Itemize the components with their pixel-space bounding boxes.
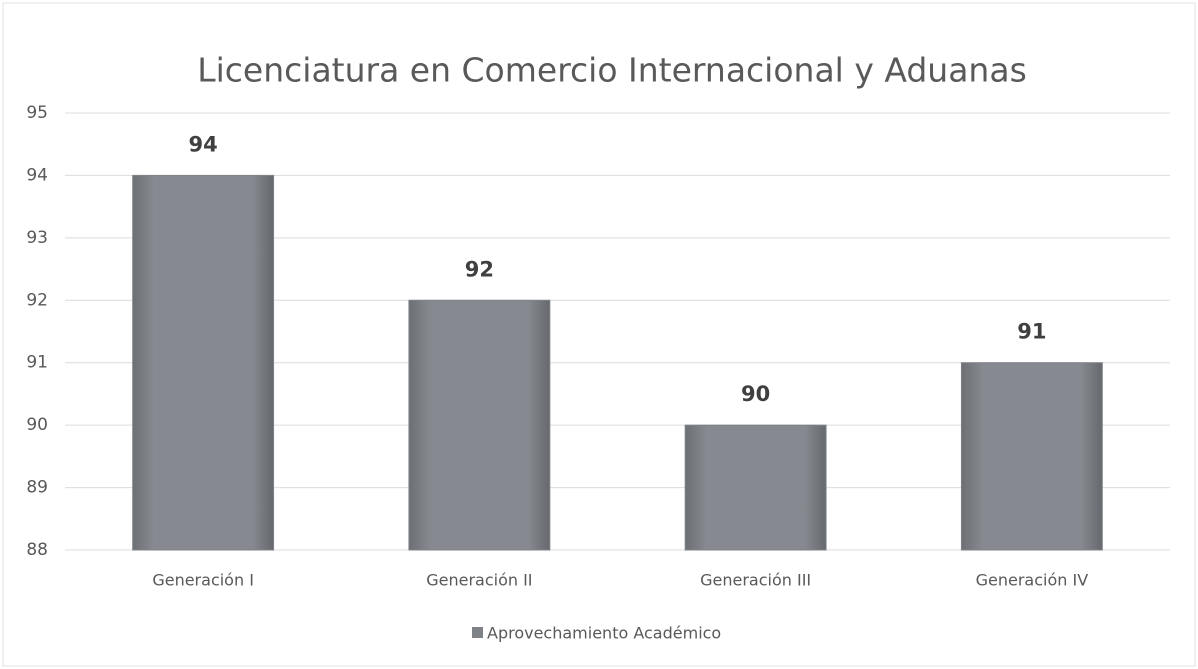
bar xyxy=(960,362,1103,551)
x-tick-label: Generación I xyxy=(152,571,254,590)
y-tick-label: 92 xyxy=(26,290,48,310)
y-tick-label: 88 xyxy=(26,540,48,560)
x-tick-label: Generación III xyxy=(700,571,811,590)
bar xyxy=(684,424,827,551)
y-tick-label: 95 xyxy=(26,103,48,123)
x-tick-label: Generación IV xyxy=(976,571,1089,590)
chart-title: Licenciatura en Comercio Internacional y… xyxy=(197,51,1027,90)
data-label: 94 xyxy=(189,132,218,156)
data-label: 90 xyxy=(741,382,770,406)
bar xyxy=(132,174,275,551)
y-tick-label: 94 xyxy=(26,165,48,185)
y-tick-label: 89 xyxy=(26,478,48,498)
y-tick-label: 90 xyxy=(26,415,48,435)
data-label: 91 xyxy=(1017,320,1046,344)
data-label: 92 xyxy=(465,257,494,281)
y-tick-label: 91 xyxy=(26,353,48,373)
y-tick-label: 93 xyxy=(26,228,48,248)
bar xyxy=(408,299,551,551)
legend-label: Aprovechamiento Académico xyxy=(487,624,721,643)
legend-marker xyxy=(472,627,483,638)
x-tick-label: Generación II xyxy=(426,571,532,590)
